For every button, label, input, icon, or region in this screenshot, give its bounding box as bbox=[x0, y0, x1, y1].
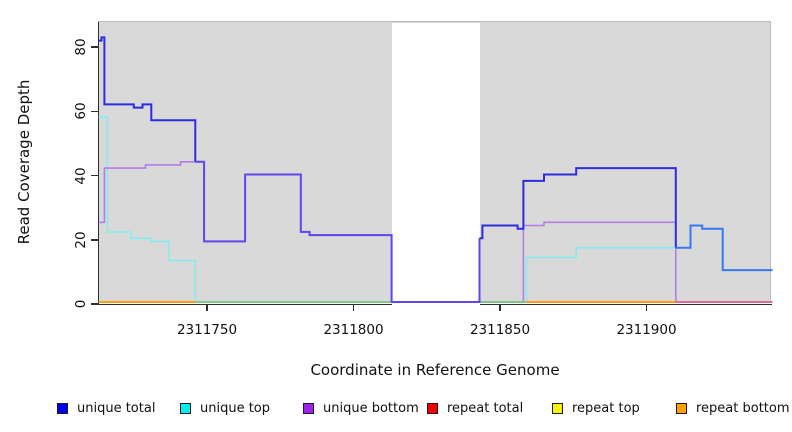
legend-swatch-icon bbox=[180, 402, 191, 414]
legend-swatch-icon bbox=[303, 402, 314, 414]
legend-label: unique top bbox=[200, 400, 271, 416]
y-tick bbox=[91, 239, 98, 241]
x-tick bbox=[206, 304, 208, 311]
x-tick-label: 2311850 bbox=[469, 322, 531, 338]
legend-swatch-icon bbox=[552, 402, 563, 414]
legend-swatch-icon bbox=[57, 402, 68, 414]
legend-swatch-icon bbox=[676, 402, 687, 414]
legend-swatch-icon bbox=[427, 402, 438, 414]
y-tick bbox=[91, 303, 98, 305]
y-tick-label: 80 bbox=[73, 38, 89, 56]
legend-label: unique total bbox=[77, 400, 156, 416]
y-tick bbox=[91, 46, 98, 48]
x-tick-label: 2311750 bbox=[176, 322, 238, 338]
y-tick-label: 20 bbox=[73, 231, 89, 249]
x-tick bbox=[352, 304, 355, 311]
no-data-gap-region bbox=[392, 23, 480, 306]
legend-label: repeat bottom bbox=[696, 400, 790, 416]
x-tick-label: 2311900 bbox=[616, 322, 677, 338]
legend-item-unique-total: unique total bbox=[57, 400, 156, 416]
legend-item-unique-bottom: unique bottom bbox=[303, 400, 419, 416]
y-tick-label: 60 bbox=[73, 102, 89, 120]
y-axis-line bbox=[97, 22, 99, 305]
legend-item-repeat-top: repeat top bbox=[552, 400, 640, 416]
y-axis-title: Read Coverage Depth bbox=[15, 79, 33, 245]
legend-item-repeat-bottom: repeat bottom bbox=[676, 400, 790, 416]
y-tick-label: 40 bbox=[73, 166, 89, 185]
legend-label: unique bottom bbox=[323, 400, 419, 416]
legend-label: repeat top bbox=[572, 400, 640, 416]
y-tick bbox=[91, 174, 98, 177]
x-tick bbox=[645, 304, 648, 311]
y-tick bbox=[91, 110, 98, 112]
y-tick-label: 0 bbox=[73, 299, 89, 309]
legend-label: repeat total bbox=[447, 400, 524, 416]
x-axis-title: Coordinate in Reference Genome bbox=[310, 361, 560, 379]
x-tick-label: 2311800 bbox=[323, 322, 384, 338]
legend-item-unique-top: unique top bbox=[180, 400, 271, 416]
x-tick bbox=[499, 304, 501, 311]
legend-item-repeat-total: repeat total bbox=[427, 400, 524, 416]
